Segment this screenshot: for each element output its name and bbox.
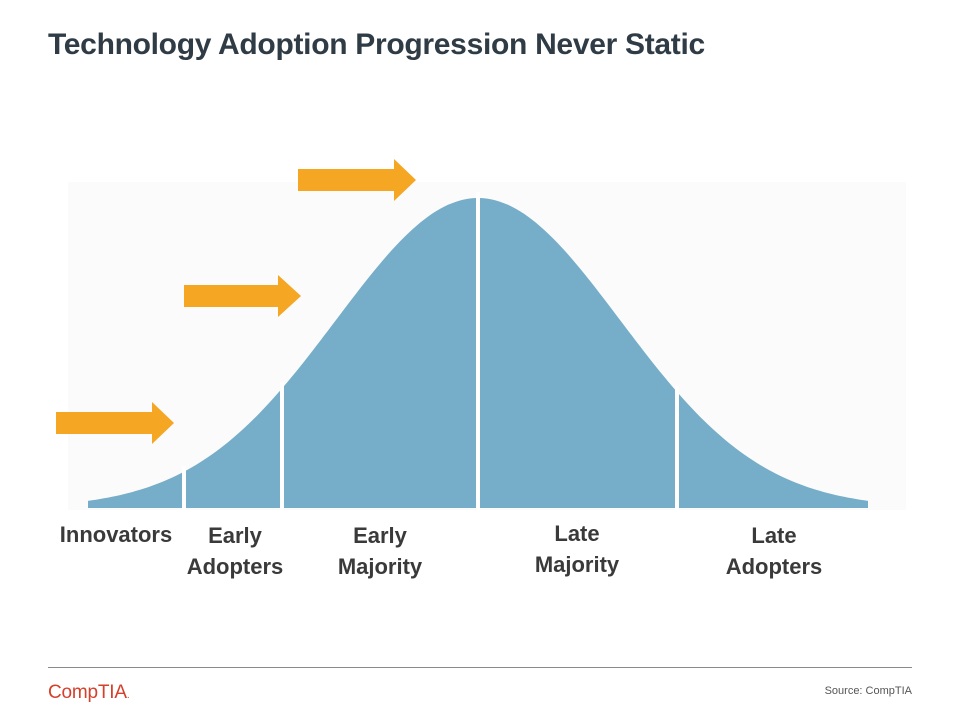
- source-note: Source: CompTIA: [824, 685, 912, 697]
- comptia-logo: CompTIA.: [48, 682, 130, 703]
- segment-label-early-adopters: Early Adopters: [186, 523, 284, 579]
- right-arrow-icon: [56, 402, 174, 444]
- segment-label-late-majority: Late Majority: [534, 521, 620, 577]
- segment-label-early-majority: Early Majority: [337, 523, 423, 579]
- right-arrow-icon: [298, 159, 416, 201]
- segment-dividers: [182, 192, 679, 510]
- right-arrow-icon: [184, 275, 301, 317]
- segment-label-late-adopters: Late Adopters: [725, 523, 823, 579]
- slide-title: Technology Adoption Progression Never St…: [48, 28, 705, 61]
- segment-label-innovators: Innovators: [59, 522, 173, 547]
- footer-divider: [48, 667, 912, 668]
